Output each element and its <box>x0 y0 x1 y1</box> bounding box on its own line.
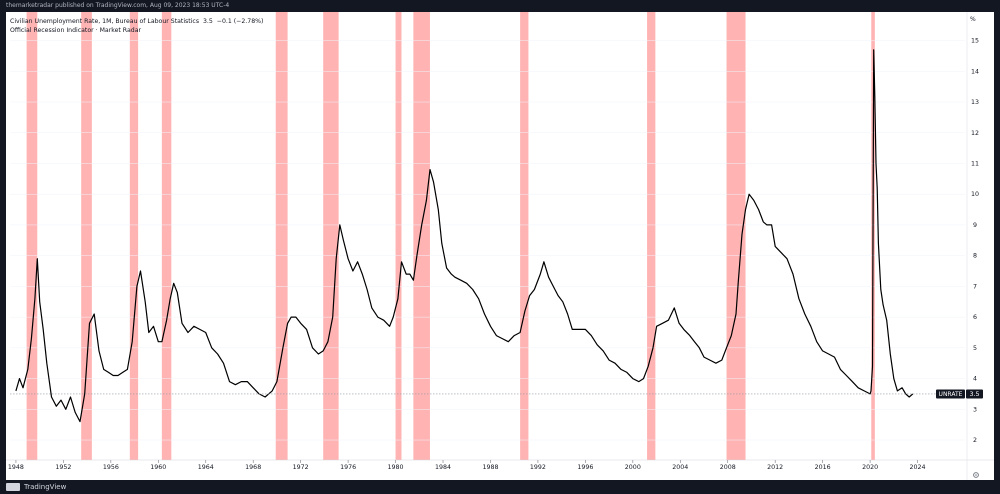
recession-band <box>413 12 430 460</box>
recession-bands <box>26 12 875 460</box>
chart-legend: Civilian Unemployment Rate, 1M, Bureau o… <box>10 17 263 35</box>
series-title: Civilian Unemployment Rate, 1M, Bureau o… <box>10 18 200 25</box>
y-tick-label: 6 <box>973 314 977 321</box>
x-axis: 1948 1952 1956 1960 1964 1968 1972 1976 1980 1984… <box>6 12 994 480</box>
indicator-title: Official Recession Indicator · Market Ra… <box>10 27 142 34</box>
y-tick-label: 4 <box>973 376 977 383</box>
x-tick-label: 2000 <box>625 464 641 471</box>
x-tick-label: 1980 <box>388 464 404 471</box>
y-tick-label: 2 <box>973 437 977 444</box>
x-tick-label: 1988 <box>482 464 498 471</box>
recession-band <box>81 12 92 460</box>
x-tick-label: 1948 <box>8 464 24 471</box>
recession-band <box>275 12 288 460</box>
x-tick-label: 1976 <box>340 464 356 471</box>
x-tick-label: 1992 <box>530 464 546 471</box>
x-tick-label: 2020 <box>862 464 878 471</box>
y-tick-label: 10 <box>971 191 979 198</box>
y-tick-label: 7 <box>973 283 977 290</box>
x-tick-label: 1996 <box>577 464 593 471</box>
x-tick-label: 2016 <box>815 464 831 471</box>
symbol-tag-label: UNRATE <box>939 391 963 398</box>
recession-band <box>395 12 402 460</box>
x-tick-label: 2024 <box>910 464 926 471</box>
series-legend-row[interactable]: Civilian Unemployment Rate, 1M, Bureau o… <box>10 17 263 26</box>
recession-band <box>520 12 529 460</box>
tradingview-logo-icon <box>6 483 20 491</box>
grid <box>10 40 965 441</box>
y-tick-label: 3 <box>973 406 977 413</box>
price-tag: UNRATE 3.5 <box>936 389 983 399</box>
x-tick-label: 1984 <box>435 464 451 471</box>
tradingview-brand[interactable]: TradingView <box>6 481 66 493</box>
publisher-text: themarketradar published on TradingView.… <box>6 2 230 9</box>
x-tick-label: 2004 <box>672 464 688 471</box>
series-change: −0.1 (−2.78%) <box>216 18 264 25</box>
x-tick-label: 1972 <box>293 464 309 471</box>
recession-band <box>323 12 339 460</box>
indicator-legend-row[interactable]: Official Recession Indicator · Market Ra… <box>10 26 263 35</box>
recession-band <box>726 12 746 460</box>
y-tick-label: 11 <box>971 160 979 167</box>
y-axis: 2 3 4 5 6 7 8 9 10 11 12 13 14 15 <box>971 38 979 444</box>
y-tick-label: 8 <box>973 253 977 260</box>
recession-band <box>26 12 38 460</box>
series-line-unrate <box>15 49 914 423</box>
x-tick-label: 1960 <box>150 464 166 471</box>
value-tag-label: 3.5 <box>969 391 979 398</box>
value-tag-bg <box>966 389 983 399</box>
y-tick-label: 12 <box>971 130 979 137</box>
publisher-header: themarketradar published on TradingView.… <box>0 0 1000 12</box>
x-tick-label: 2008 <box>720 464 736 471</box>
recession-band <box>161 12 172 460</box>
y-tick-label: 14 <box>971 68 979 75</box>
y-tick-label: 15 <box>971 38 979 45</box>
x-tick-label: 1952 <box>55 464 71 471</box>
y-tick-label: 13 <box>971 99 979 106</box>
series-layer <box>10 49 965 423</box>
symbol-tag-bg <box>936 389 965 399</box>
x-tick-label: 1956 <box>103 464 119 471</box>
series-last-value: 3.5 <box>203 18 213 25</box>
recession-band <box>129 12 139 460</box>
y-axis-unit: % <box>970 16 976 23</box>
gear-icon[interactable] <box>972 471 980 479</box>
brand-label: TradingView <box>24 483 67 491</box>
y-tick-label: 9 <box>973 222 977 229</box>
footer-bar <box>0 480 1000 494</box>
y-tick-label: 5 <box>973 345 977 352</box>
x-tick-label: 1968 <box>245 464 261 471</box>
x-tick-label: 1964 <box>198 464 214 471</box>
x-tick-label: 2012 <box>767 464 783 471</box>
recession-band <box>647 12 656 460</box>
